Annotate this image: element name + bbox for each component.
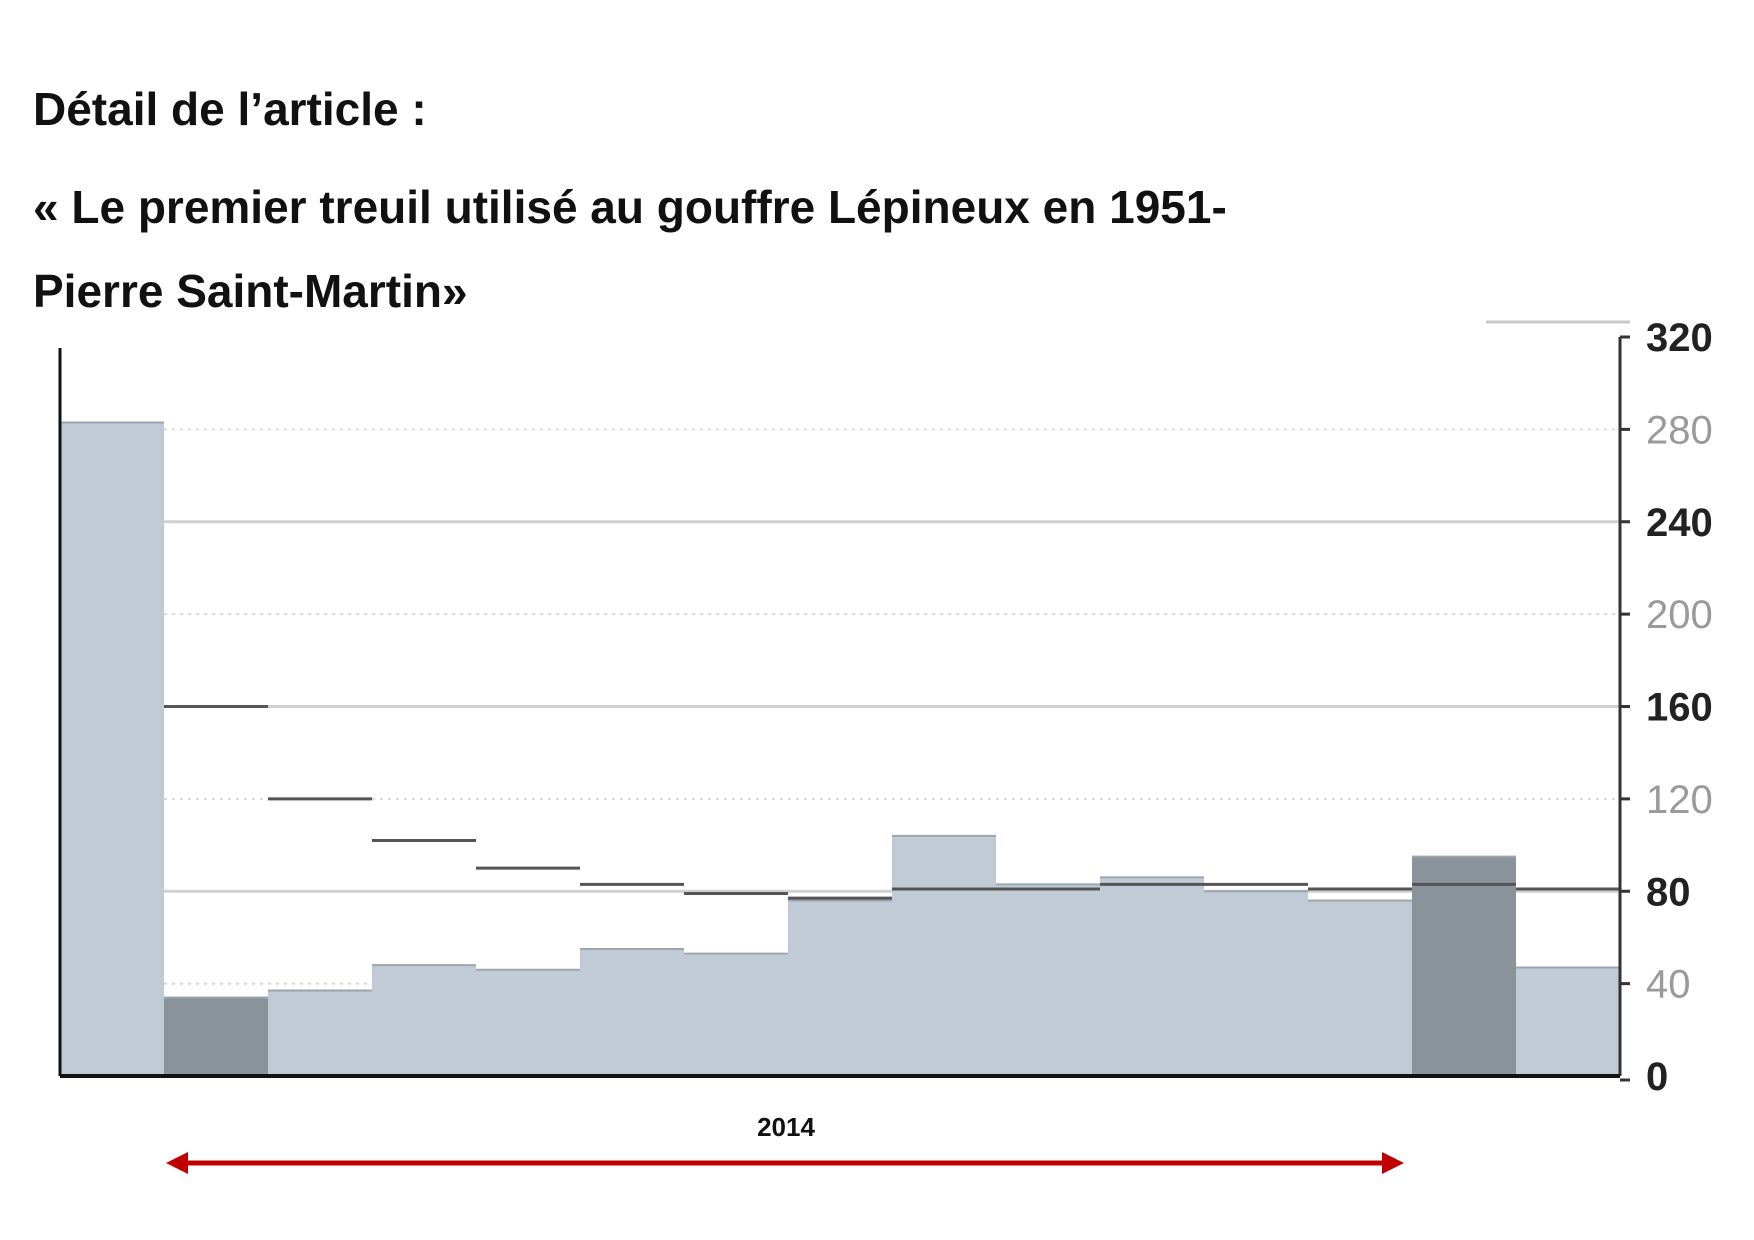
- axes: [58, 320, 1630, 1082]
- bar-13: [1412, 856, 1516, 1076]
- bar-10: [1100, 877, 1204, 1076]
- y-tick-label-200: 200: [1646, 593, 1713, 637]
- article-heading: Détail de l’article :: [33, 83, 427, 135]
- trend-line: [164, 705, 1620, 900]
- bar-1: [164, 997, 268, 1076]
- y-tick-label-120: 120: [1646, 778, 1713, 822]
- article-title-line-2: Pierre Saint-Martin»: [33, 265, 468, 317]
- y-tick-label-280: 280: [1646, 408, 1713, 452]
- gridlines: [60, 428, 1620, 985]
- period-arrow-right-head: [1382, 1152, 1404, 1174]
- period-annotation: 2014: [166, 1112, 1404, 1174]
- y-tick-label-240: 240: [1646, 501, 1713, 545]
- bars: [60, 421, 1620, 1076]
- y-tick-label-80: 80: [1646, 870, 1691, 914]
- bar-6: [684, 953, 788, 1076]
- bar-12: [1308, 900, 1412, 1076]
- bar-5: [580, 948, 684, 1076]
- bar-4: [476, 969, 580, 1076]
- bar-8: [892, 835, 996, 1076]
- article-title-line-1: « Le premier treuil utilisé au gouffre L…: [33, 181, 1227, 233]
- bar-3: [372, 965, 476, 1076]
- bar-2: [268, 990, 372, 1076]
- y-tick-label-0: 0: [1646, 1055, 1668, 1099]
- bar-0: [60, 422, 164, 1076]
- y-tick-label-320: 320: [1646, 316, 1713, 360]
- y-tick-label-160: 160: [1646, 686, 1713, 730]
- bar-9: [996, 884, 1100, 1076]
- period-label: 2014: [757, 1112, 815, 1142]
- y-tick-labels: 0 40 80 120 160 200 240 280 320: [1646, 316, 1713, 1099]
- bar-11: [1204, 891, 1308, 1076]
- bar-7: [788, 900, 892, 1076]
- y-tick-label-40: 40: [1646, 963, 1691, 1007]
- bar-14: [1516, 967, 1620, 1076]
- period-arrow-left-head: [166, 1152, 188, 1174]
